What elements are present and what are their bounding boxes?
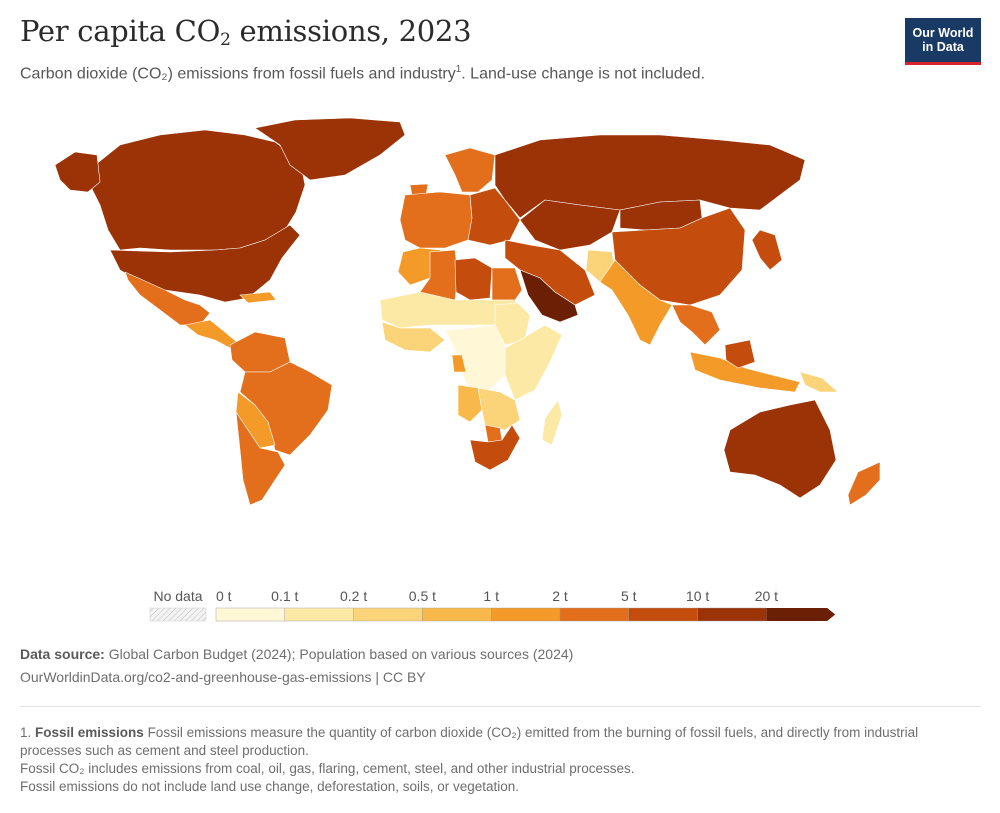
legend-bin-5[interactable] — [559, 607, 630, 622]
legend-threshold-label: 0.5 t — [409, 588, 436, 604]
legend-bin-6[interactable] — [628, 607, 698, 622]
map-region-east-africa[interactable] — [504, 324, 563, 401]
map-region-new-zealand[interactable] — [847, 461, 881, 506]
footnotes: 1. Fossil emissions Fossil emissions mea… — [20, 724, 920, 796]
logo-line-1: Our World — [912, 26, 974, 40]
subtitle-text: Carbon dioxide (CO₂) emissions from foss… — [20, 65, 456, 83]
map-region-eastern-europe[interactable] — [467, 187, 521, 246]
title-main: Per capita CO — [20, 14, 221, 48]
map-region-argentina-chile[interactable] — [235, 411, 286, 506]
footnote-text-3: Fossil emissions do not include land use… — [20, 779, 520, 794]
legend-threshold-label: 5 t — [621, 588, 637, 604]
legend-threshold-label: 0 t — [216, 588, 232, 604]
footnote-heading: Fossil emissions — [35, 725, 144, 740]
map-region-greenland[interactable] — [254, 117, 406, 181]
legend-no-data-swatch[interactable] — [149, 607, 207, 622]
footnote-text-1: Fossil emissions measure the quantity of… — [20, 725, 919, 758]
data-source-label: Data source: — [20, 646, 105, 662]
map-region-southeast-asia[interactable] — [671, 304, 721, 346]
legend-threshold-label: 1 t — [483, 588, 499, 604]
footer-divider — [20, 706, 981, 707]
map-region-alaska[interactable] — [54, 151, 101, 193]
legend-bin-3[interactable] — [422, 607, 492, 622]
owid-logo[interactable]: Our World in Data — [905, 18, 981, 65]
legend-threshold-label: 0.2 t — [340, 588, 367, 604]
map-region-png[interactable] — [799, 371, 839, 393]
footnote-number: 1. — [20, 725, 36, 740]
map-region-madagascar[interactable] — [541, 399, 563, 446]
map-region-japan-korea[interactable] — [751, 229, 783, 271]
legend-threshold-label: 2 t — [552, 588, 568, 604]
map-region-egypt[interactable] — [491, 267, 523, 301]
map-region-australia[interactable] — [723, 399, 837, 499]
footnote-text-2: Fossil CO₂ includes emissions from coal,… — [20, 761, 635, 776]
map-region-malaysia[interactable] — [724, 339, 756, 369]
map-region-canada[interactable] — [89, 129, 306, 251]
legend-threshold-label: 20 t — [755, 588, 778, 604]
map-region-libya[interactable] — [454, 257, 493, 301]
footnote-ref[interactable]: 1 — [455, 64, 462, 75]
map-region-western-europe[interactable] — [399, 191, 473, 249]
legend-bin-1[interactable] — [284, 607, 354, 622]
map-regions — [54, 117, 881, 506]
map-region-india[interactable] — [599, 259, 673, 346]
title-subscript: 2 — [220, 30, 231, 50]
subtitle-tail: . Land-use change is not included. — [461, 65, 706, 83]
title-tail: emissions, 2023 — [230, 14, 472, 48]
color-legend: No data 0 t 0.1 t 0.2 t 0.5 t 1 t 2 t 5 t 10 t 2… — [149, 588, 836, 622]
data-source: Data source: Global Carbon Budget (2024)… — [20, 646, 573, 662]
logo-line-2: in Data — [922, 40, 964, 54]
legend-threshold-label: 10 t — [686, 588, 709, 604]
map-region-venezuela-colombia[interactable] — [229, 331, 291, 373]
world-map — [54, 117, 881, 506]
legend-bin-4[interactable] — [491, 607, 561, 622]
map-region-gabon[interactable] — [451, 354, 467, 373]
map-region-west-africa[interactable] — [381, 321, 446, 353]
legend-bin-0[interactable] — [215, 607, 286, 622]
map-region-angola[interactable] — [457, 384, 483, 423]
source-url[interactable]: OurWorldinData.org/co2-and-greenhouse-ga… — [20, 669, 426, 685]
chart-subtitle: Carbon dioxide (CO₂) emissions from foss… — [20, 64, 705, 83]
legend-bin-8[interactable] — [766, 608, 836, 621]
legend-bin-2[interactable] — [353, 607, 423, 622]
data-source-text: Global Carbon Budget (2024); Population … — [104, 646, 574, 662]
legend-threshold-label: 0.1 t — [271, 588, 298, 604]
map-region-russia[interactable] — [494, 134, 806, 219]
map-region-arabian-peninsula[interactable] — [519, 269, 579, 323]
footnote-1: 1. Fossil emissions Fossil emissions mea… — [20, 724, 920, 760]
legend-no-data-label: No data — [153, 588, 202, 604]
map-region-scandinavia[interactable] — [409, 147, 496, 196]
legend-bin-7[interactable] — [697, 607, 767, 622]
map-region-southern-africa[interactable] — [477, 387, 521, 431]
map-region-south-africa[interactable] — [469, 424, 521, 471]
chart-title: Per capita CO2 emissions, 2023 — [20, 14, 472, 50]
